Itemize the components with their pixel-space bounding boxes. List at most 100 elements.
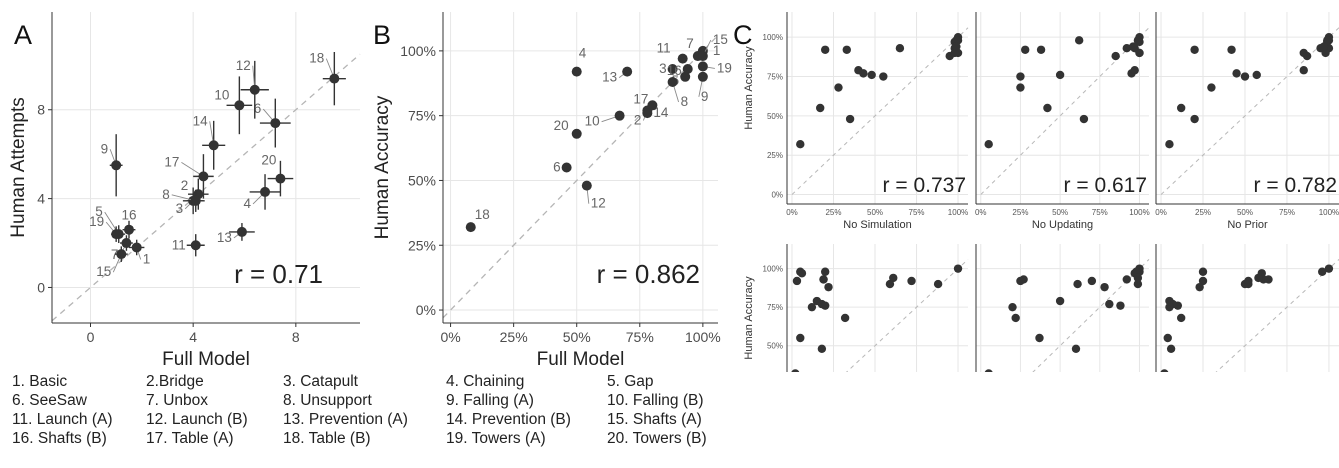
data-point (1074, 36, 1084, 45)
data-point (797, 269, 807, 278)
data-point (1135, 48, 1144, 58)
point-label: 2 (634, 112, 642, 127)
subplot-title: No Prior (1227, 219, 1268, 231)
data-point (1264, 275, 1273, 284)
data-point (561, 162, 572, 173)
legend-item: 9. Falling (A) (446, 392, 534, 409)
r-value-label: r = 0.782 (1254, 174, 1337, 197)
legend-item: 13. Prevention (A) (283, 411, 408, 428)
identity-line (51, 53, 361, 322)
y-tick-label: 100% (763, 265, 783, 274)
point-label: 11 (657, 41, 671, 56)
point-label: 20 (261, 153, 276, 168)
y-tick-label: 25% (408, 237, 436, 253)
legend-item: 6. SeeSaw (12, 392, 87, 409)
data-point (121, 238, 132, 249)
legend-item: 7. Unbox (146, 392, 209, 409)
point-label: 16 (667, 63, 682, 78)
legend-item: 3. Catapult (283, 373, 358, 390)
x-tick-label: 75% (1279, 208, 1295, 217)
r-value-label: r = 0.617 (1064, 174, 1147, 197)
point-label: 13 (217, 230, 232, 245)
data-point (1133, 273, 1143, 283)
data-point (1176, 313, 1186, 323)
point-label: 6 (553, 160, 561, 175)
data-point (275, 173, 286, 184)
legend-item: 12. Launch (B) (146, 411, 248, 428)
point-label: 3 (176, 201, 184, 216)
data-point (895, 43, 905, 53)
data-point (680, 71, 691, 82)
data-point (1176, 103, 1186, 113)
y-axis-title: Human Attempts (8, 97, 29, 237)
point-label: 16 (121, 208, 136, 223)
data-point (1008, 302, 1017, 312)
data-point (1195, 282, 1204, 292)
data-point (581, 180, 592, 191)
data-point (111, 160, 122, 171)
subplot-3: 0% 25% 50% 75% 100% r = 0.782 No Prior (1155, 12, 1339, 231)
data-point (1299, 66, 1308, 75)
data-point (820, 301, 830, 310)
legend-item: 10. Falling (B) (607, 392, 704, 409)
point-label: 19 (89, 214, 104, 229)
legend-item: 18. Table (B) (283, 430, 371, 447)
point-label: 1 (143, 251, 151, 266)
panel-letter: A (14, 20, 32, 50)
point-label: 13 (602, 70, 617, 85)
x-tick-label: 0% (440, 329, 460, 345)
legend-column-3: 3. Catapult 8. Unsupport 13. Prevention … (283, 372, 408, 447)
panel-letter: B (373, 20, 391, 50)
data-point (571, 128, 582, 139)
data-point (1190, 114, 1199, 124)
subplot-6: 0%25%50%75%100%r = 0.662Guessing (1155, 244, 1339, 372)
point-label: 14 (193, 113, 209, 128)
plot-area (52, 12, 360, 323)
data-point (1207, 83, 1216, 92)
panel-letter: C (733, 20, 753, 50)
point-label: 18 (475, 207, 490, 222)
point-label: 7 (686, 36, 694, 51)
x-tick-label: 4 (189, 329, 197, 345)
data-point (1021, 45, 1030, 54)
data-point (190, 240, 201, 251)
data-point (817, 344, 827, 353)
data-point (953, 264, 963, 273)
data-point (1166, 344, 1176, 353)
data-point (1122, 43, 1131, 53)
panel-b: 0%25%50%75%100%0%25%50%75%100%1234567891… (372, 12, 732, 370)
data-point (1244, 276, 1253, 286)
data-point (1254, 273, 1263, 283)
y-tick-label: 75% (767, 73, 783, 82)
legend-column-1: 1. Basic 6. SeeSaw 11. Launch (A) 16. Sh… (12, 372, 113, 447)
data-point (792, 276, 802, 286)
data-point (697, 61, 708, 72)
point-label: 8 (162, 187, 170, 202)
data-point (1160, 369, 1169, 372)
point-label: 20 (554, 118, 569, 133)
data-point (1100, 282, 1109, 292)
data-point (1073, 279, 1082, 289)
data-point (667, 76, 678, 87)
legend-item: 15. Shafts (A) (607, 411, 702, 428)
data-point (867, 70, 876, 80)
y-axis-title: Human Accuracy (372, 95, 393, 239)
x-tick-label: 100% (948, 208, 968, 217)
point-label: 17 (633, 91, 648, 106)
identity-line (791, 27, 969, 195)
y-tick-label: 50% (767, 112, 783, 121)
x-tick-label: 50% (1237, 208, 1253, 217)
data-point (1130, 66, 1139, 75)
legend-item: 4. Chaining (446, 373, 525, 390)
data-point (1133, 36, 1143, 45)
data-point (1105, 299, 1114, 309)
x-axis-title: Full Model (162, 349, 250, 370)
data-point (1116, 301, 1125, 310)
data-point (1011, 313, 1020, 323)
legend-column-4: 4. Chaining 9. Falling (A) 14. Preventio… (446, 372, 571, 447)
data-point (1252, 70, 1261, 80)
data-point (1079, 114, 1089, 124)
x-tick-label: 50% (563, 329, 591, 345)
